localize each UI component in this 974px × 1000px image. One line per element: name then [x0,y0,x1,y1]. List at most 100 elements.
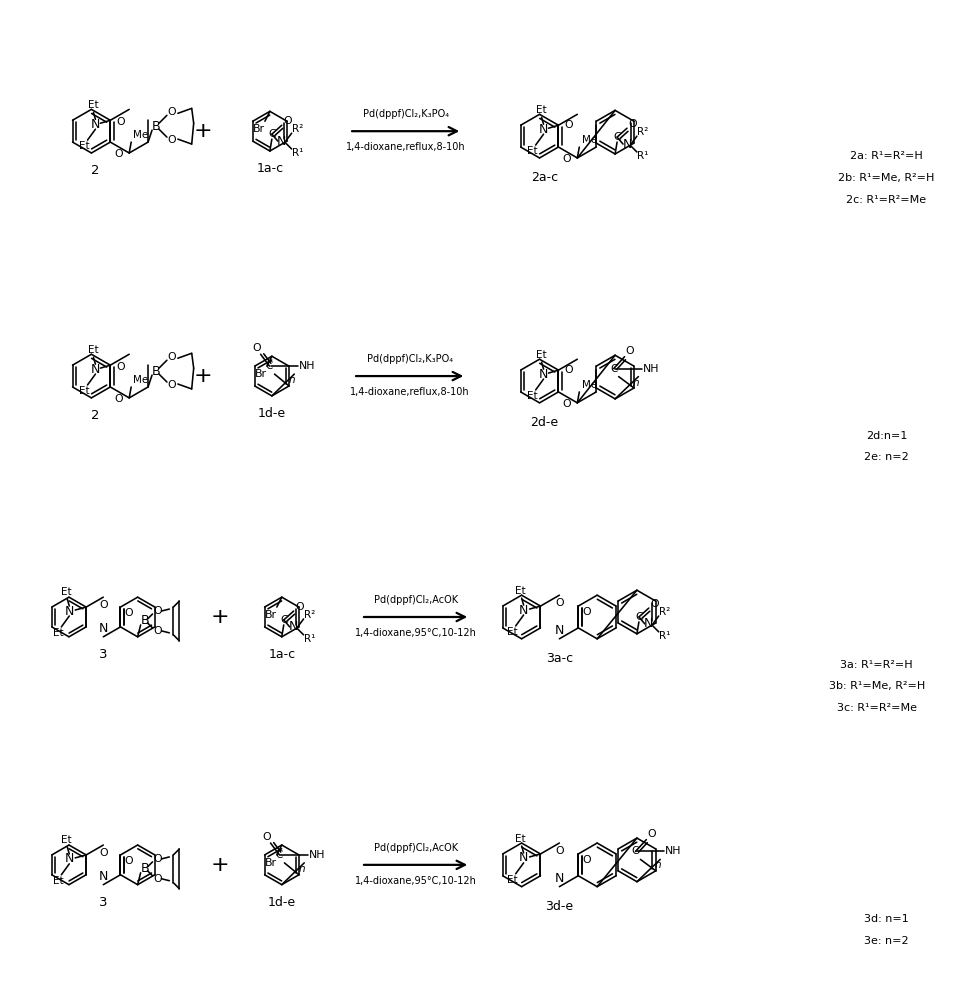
Text: R²: R² [304,610,316,620]
Text: O: O [565,365,573,375]
Text: O: O [283,116,292,126]
Text: O: O [555,598,564,608]
Text: 3c: R¹=R²=Me: 3c: R¹=R²=Me [837,703,917,713]
Text: R¹: R¹ [292,148,303,158]
Text: Et: Et [79,141,90,151]
Text: Me: Me [581,135,597,145]
Text: B: B [140,614,149,627]
Text: Et: Et [53,628,63,638]
Text: B: B [152,120,161,133]
Text: 1d-e: 1d-e [268,896,296,909]
Text: O: O [565,120,573,130]
Text: Et: Et [88,100,98,110]
Text: 1,4-dioxane,95°C,10-12h: 1,4-dioxane,95°C,10-12h [355,876,476,886]
Text: Et: Et [527,146,538,156]
Text: O: O [625,346,634,356]
Text: +: + [193,366,211,386]
Text: N: N [64,605,74,618]
Text: O: O [99,600,107,610]
Text: n: n [655,860,661,870]
Text: N: N [554,872,564,885]
Text: 3: 3 [99,896,107,909]
Text: O: O [153,606,162,616]
Text: R²: R² [659,607,670,617]
Text: N: N [622,138,632,151]
Text: C: C [268,129,276,139]
Text: +: + [211,855,230,875]
Text: O: O [117,117,125,127]
Text: N: N [644,617,654,630]
Text: 1,4-dioxane,reflux,8-10h: 1,4-dioxane,reflux,8-10h [346,142,466,152]
Text: N: N [64,852,74,865]
Text: N: N [277,135,286,148]
Text: 2d-e: 2d-e [531,416,558,429]
Text: R¹: R¹ [304,634,316,644]
Text: 1a-c: 1a-c [256,162,283,175]
Text: +: + [211,607,230,627]
Text: Me: Me [581,380,597,390]
Text: N: N [519,851,528,864]
Text: O: O [114,394,123,404]
Text: NH: NH [665,846,682,856]
Text: Br: Br [253,124,265,134]
Text: 3: 3 [99,648,107,661]
Text: B: B [152,365,161,378]
Text: Me: Me [133,375,149,385]
Text: O: O [117,362,125,372]
Text: O: O [581,855,590,865]
Text: n: n [633,378,640,388]
Text: Br: Br [265,858,277,868]
Text: Pd(dppf)Cl₂,K₃PO₄: Pd(dppf)Cl₂,K₃PO₄ [362,109,449,119]
Text: O: O [295,602,304,612]
Text: O: O [628,119,637,129]
Text: O: O [555,846,564,856]
Text: N: N [91,118,100,131]
Text: N: N [539,123,548,136]
Text: C: C [635,612,643,622]
Text: 2b: R¹=Me, R²=H: 2b: R¹=Me, R²=H [839,173,935,183]
Text: O: O [168,352,176,362]
Text: R²: R² [292,124,303,134]
Text: C: C [276,850,283,860]
Text: 3d: n=1: 3d: n=1 [864,914,909,924]
Text: O: O [651,599,659,609]
Text: 2d:n=1: 2d:n=1 [866,431,907,441]
Text: 1,4-dioxane,95°C,10-12h: 1,4-dioxane,95°C,10-12h [355,628,476,638]
Text: O: O [168,380,176,390]
Text: n: n [289,375,296,385]
Text: Et: Et [537,105,546,115]
Text: N: N [539,368,548,381]
Text: 3e: n=2: 3e: n=2 [864,936,909,946]
Text: Et: Et [537,350,546,360]
Text: N: N [289,620,298,633]
Text: O: O [99,848,107,858]
Text: NH: NH [309,850,325,860]
Text: N: N [519,604,528,617]
Text: N: N [554,624,564,637]
Text: 1d-e: 1d-e [258,407,286,420]
Text: NH: NH [643,364,659,374]
Text: Et: Et [507,875,518,885]
Text: Et: Et [507,627,518,637]
Text: B: B [140,862,149,875]
Text: N: N [98,870,108,883]
Text: R²: R² [637,127,649,137]
Text: O: O [252,343,261,353]
Text: Pd(dppf)Cl₂,AcOK: Pd(dppf)Cl₂,AcOK [374,595,458,605]
Text: Pd(dppf)Cl₂,AcOK: Pd(dppf)Cl₂,AcOK [374,843,458,853]
Text: NH: NH [299,361,316,371]
Text: O: O [581,607,590,617]
Text: 2: 2 [92,164,99,177]
Text: O: O [153,854,162,864]
Text: 2: 2 [92,409,99,422]
Text: Et: Et [527,391,538,401]
Text: O: O [153,874,162,884]
Text: Et: Et [515,586,526,596]
Text: O: O [153,626,162,636]
Text: 2e: n=2: 2e: n=2 [864,452,909,462]
Text: R¹: R¹ [637,151,649,161]
Text: N: N [91,363,100,376]
Text: 1a-c: 1a-c [268,648,295,661]
Text: Pd(dppf)Cl₂,K₃PO₄: Pd(dppf)Cl₂,K₃PO₄ [366,354,453,364]
Text: N: N [98,622,108,635]
